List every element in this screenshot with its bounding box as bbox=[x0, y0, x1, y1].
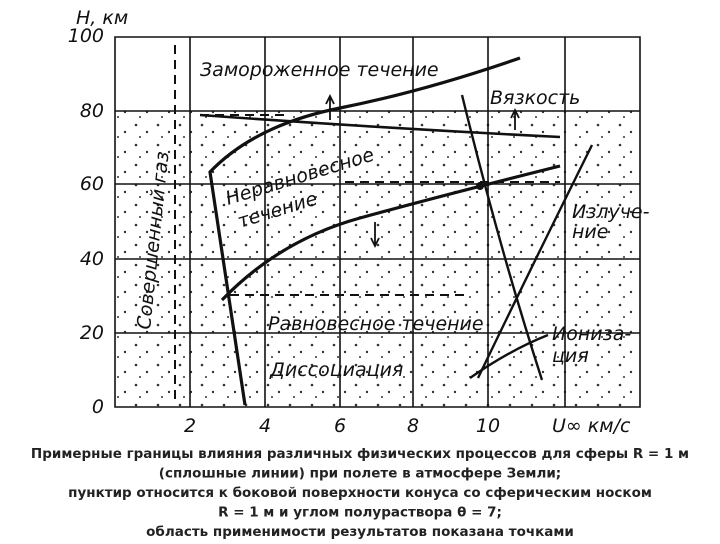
cone-dashed-lines bbox=[174, 45, 560, 405]
x-tick-label: 2 bbox=[184, 415, 196, 437]
y-tick-label: 20 bbox=[80, 322, 104, 344]
viscosity-boundary bbox=[199, 113, 561, 139]
y-tick-label: 80 bbox=[80, 100, 104, 122]
region-label: Равновесное течение bbox=[268, 313, 484, 335]
radiation-boundary bbox=[476, 144, 594, 379]
ionization-boundary bbox=[469, 333, 549, 379]
equilibrium-boundary bbox=[220, 164, 561, 302]
y-tick-label: 60 bbox=[80, 173, 104, 195]
caption-line: пунктир относится к боковой поверхности … bbox=[68, 485, 652, 501]
region-label: Иониза- bbox=[552, 323, 631, 345]
x-tick-label: 4 bbox=[259, 415, 271, 437]
x-tick-label: 6 bbox=[334, 415, 346, 437]
x-tick-label: 8 bbox=[407, 415, 419, 437]
intersection-point bbox=[476, 182, 484, 190]
caption-line: R = 1 м и углом полураствора θ = 7; bbox=[218, 505, 502, 521]
region-label: ние bbox=[572, 221, 608, 243]
caption-line: Примерные границы влияния различных физи… bbox=[31, 446, 689, 462]
y-tick-label: 40 bbox=[80, 248, 104, 270]
plot bbox=[114, 36, 641, 408]
viscosity-vertical bbox=[460, 94, 544, 381]
y-tick-label: 100 bbox=[68, 25, 104, 47]
x-axis-label: U∞ км/с bbox=[552, 415, 631, 437]
region-label: Диссоциация bbox=[269, 359, 403, 381]
frozen-boundary bbox=[208, 56, 521, 406]
grid bbox=[114, 36, 641, 408]
region-label: Вязкость bbox=[490, 87, 580, 109]
x-tick-label: 10 bbox=[476, 415, 500, 437]
arrows bbox=[325, 93, 520, 249]
region-label: ция bbox=[552, 345, 589, 367]
caption-line: область применимости результатов показан… bbox=[146, 524, 574, 540]
y-tick-label: 0 bbox=[92, 396, 104, 418]
caption-line: (сплошные линии) при полете в атмосфере … bbox=[159, 466, 561, 482]
region-label: Замороженное течение bbox=[200, 59, 439, 81]
region-label: Излуче- bbox=[572, 201, 650, 223]
y-axis-label: H, км bbox=[76, 7, 128, 29]
